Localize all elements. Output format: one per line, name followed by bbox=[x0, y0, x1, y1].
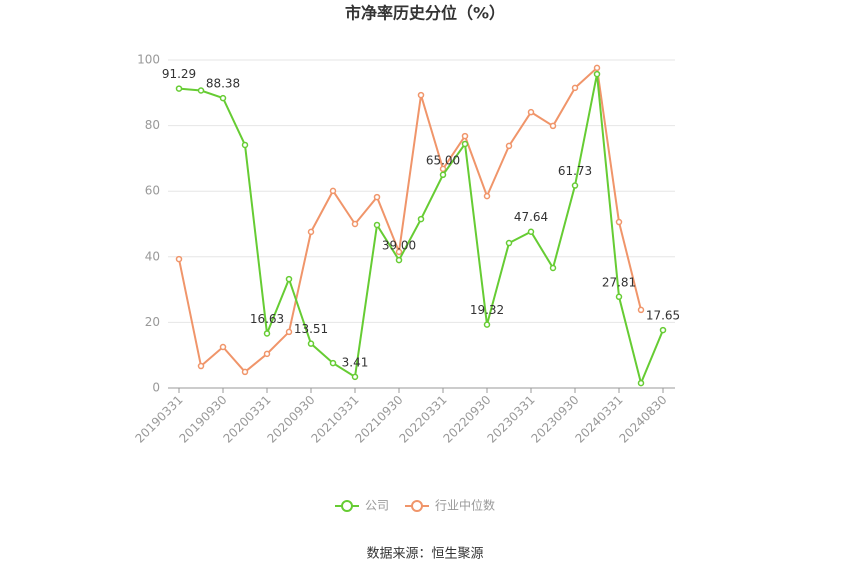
point bbox=[637, 379, 645, 387]
legend-marker bbox=[411, 500, 423, 512]
point bbox=[417, 91, 425, 99]
legend-marker bbox=[341, 500, 353, 512]
point bbox=[593, 70, 601, 78]
y-tick-label: 0 bbox=[152, 381, 160, 395]
point bbox=[329, 359, 337, 367]
data-label: 39.00 bbox=[382, 239, 416, 253]
point bbox=[461, 140, 469, 148]
data-label: 17.65 bbox=[646, 309, 680, 323]
point bbox=[659, 326, 667, 334]
point bbox=[307, 228, 315, 236]
data-label: 16.63 bbox=[250, 312, 284, 326]
point bbox=[307, 340, 315, 347]
data-label: 91.29 bbox=[162, 67, 196, 81]
point bbox=[483, 192, 491, 200]
point bbox=[175, 85, 183, 92]
point bbox=[197, 87, 205, 94]
point bbox=[571, 182, 579, 189]
point bbox=[439, 171, 447, 179]
y-tick-label: 40 bbox=[145, 249, 160, 263]
point bbox=[549, 122, 557, 130]
data-label: 65.00 bbox=[426, 153, 460, 167]
point bbox=[483, 321, 491, 328]
point bbox=[263, 350, 271, 358]
data-label: 13.51 bbox=[294, 322, 328, 336]
point bbox=[285, 328, 293, 336]
point bbox=[615, 218, 623, 226]
point bbox=[263, 330, 271, 337]
point bbox=[417, 215, 425, 223]
series-line bbox=[178, 73, 664, 387]
data-label: 19.32 bbox=[470, 303, 504, 317]
y-tick-label: 60 bbox=[145, 184, 160, 198]
chart-title: 市净率历史分位（%） bbox=[345, 4, 505, 23]
point bbox=[527, 108, 535, 116]
data-label: 88.38 bbox=[206, 77, 240, 91]
x-tick-label: 20240830 bbox=[617, 393, 670, 446]
point bbox=[439, 165, 447, 173]
point bbox=[373, 193, 381, 201]
point bbox=[549, 264, 557, 272]
point bbox=[175, 255, 183, 263]
point bbox=[285, 275, 293, 283]
y-tick-label: 100 bbox=[137, 53, 160, 67]
point bbox=[395, 248, 403, 256]
point bbox=[505, 239, 513, 247]
y-tick-label: 20 bbox=[145, 315, 160, 329]
legend-label: 公司 bbox=[365, 499, 389, 513]
point bbox=[351, 220, 359, 228]
y-tick-label: 80 bbox=[145, 118, 160, 132]
point bbox=[395, 256, 403, 264]
point bbox=[571, 84, 579, 92]
point bbox=[373, 221, 381, 229]
data-label: 3.41 bbox=[342, 355, 369, 369]
point bbox=[351, 373, 359, 381]
point bbox=[461, 132, 469, 140]
point bbox=[241, 368, 249, 376]
point bbox=[219, 94, 227, 102]
legend-label: 行业中位数 bbox=[435, 498, 495, 513]
point bbox=[197, 362, 205, 370]
source: 数据来源：恒生聚源 bbox=[366, 547, 483, 562]
point bbox=[329, 187, 337, 195]
series-line bbox=[178, 65, 642, 374]
point bbox=[593, 64, 601, 72]
data-label: 61.73 bbox=[558, 164, 592, 178]
point bbox=[505, 142, 513, 150]
point bbox=[615, 293, 623, 301]
point bbox=[637, 306, 645, 314]
data-label: 47.64 bbox=[514, 210, 548, 224]
point bbox=[241, 141, 249, 149]
point bbox=[219, 343, 227, 351]
point bbox=[527, 228, 535, 235]
data-label: 27.81 bbox=[602, 275, 636, 289]
